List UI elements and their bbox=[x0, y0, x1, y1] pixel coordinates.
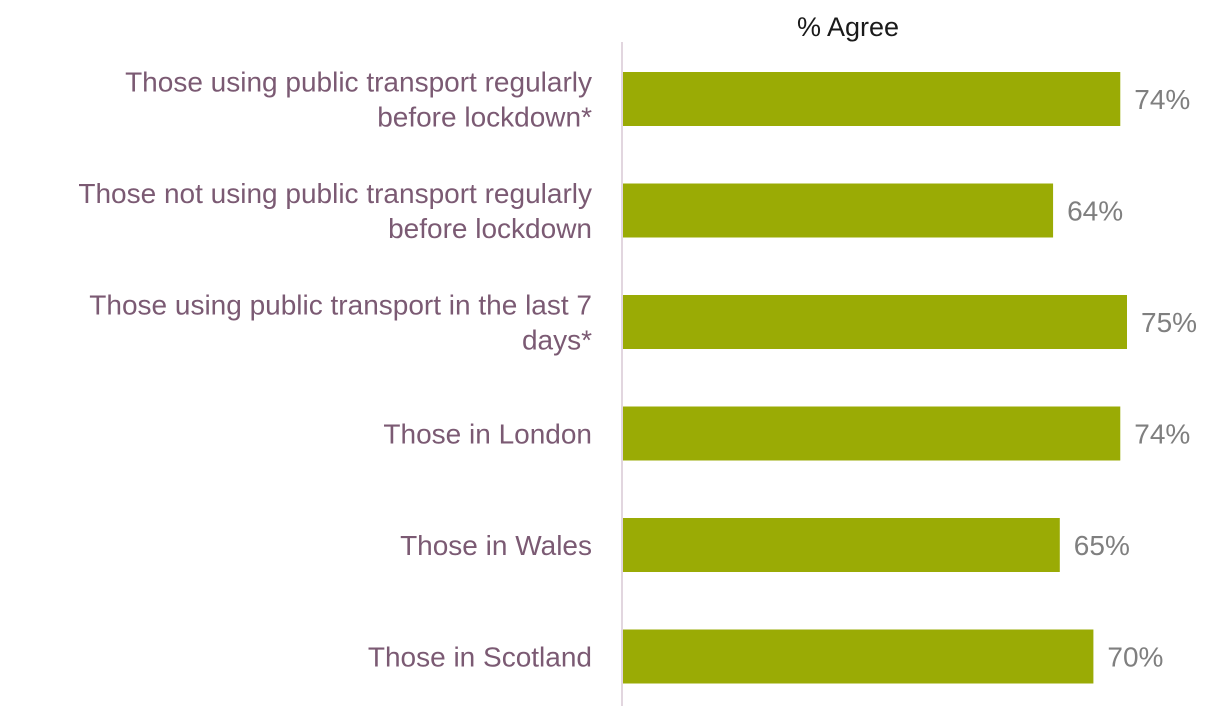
category-label: Those in London bbox=[383, 419, 592, 450]
category-label: before lockdown bbox=[388, 213, 592, 244]
category-label: Those using public transport regularly bbox=[125, 67, 592, 98]
labels-group: 74% Those using public transport regularl… bbox=[78, 67, 1197, 673]
chart-title: % Agree bbox=[797, 12, 899, 42]
data-label: 75% bbox=[1141, 307, 1197, 338]
data-label: 74% bbox=[1134, 84, 1190, 115]
bar bbox=[623, 406, 1121, 461]
data-label: 65% bbox=[1074, 530, 1130, 561]
bar bbox=[623, 72, 1121, 126]
bar bbox=[623, 518, 1060, 572]
category-label: days* bbox=[522, 325, 592, 356]
data-label: 74% bbox=[1134, 419, 1190, 450]
category-label: Those not using public transport regular… bbox=[78, 178, 592, 209]
bar bbox=[623, 183, 1054, 238]
data-label: 70% bbox=[1107, 642, 1163, 673]
category-label: Those using public transport in the last… bbox=[89, 290, 592, 321]
bars-group bbox=[623, 72, 1127, 684]
category-label: Those in Scotland bbox=[368, 642, 592, 673]
bar bbox=[623, 629, 1094, 684]
data-label: 64% bbox=[1067, 196, 1123, 227]
category-label: before lockdown* bbox=[377, 102, 592, 133]
bar bbox=[623, 295, 1127, 349]
category-label: Those in Wales bbox=[400, 530, 592, 561]
